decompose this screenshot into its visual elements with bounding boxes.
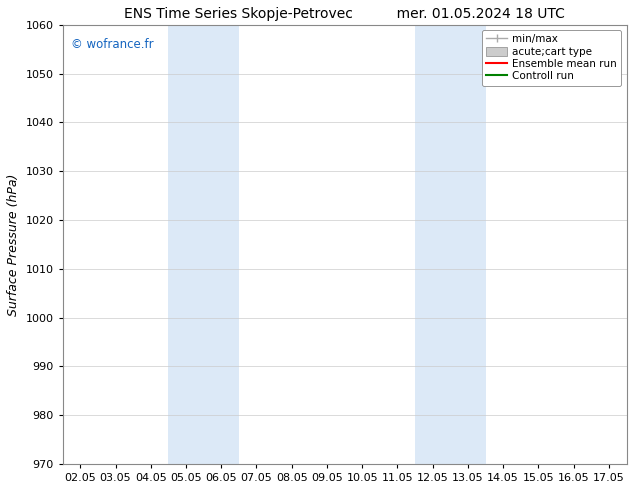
Bar <box>169 25 239 464</box>
Title: ENS Time Series Skopje-Petrovec          mer. 01.05.2024 18 UTC: ENS Time Series Skopje-Petrovec mer. 01.… <box>124 7 565 21</box>
Legend: min/max, acute;cart type, Ensemble mean run, Controll run: min/max, acute;cart type, Ensemble mean … <box>482 30 621 86</box>
Y-axis label: Surface Pressure (hPa): Surface Pressure (hPa) <box>7 173 20 316</box>
Bar <box>415 25 486 464</box>
Text: © wofrance.fr: © wofrance.fr <box>71 38 153 51</box>
